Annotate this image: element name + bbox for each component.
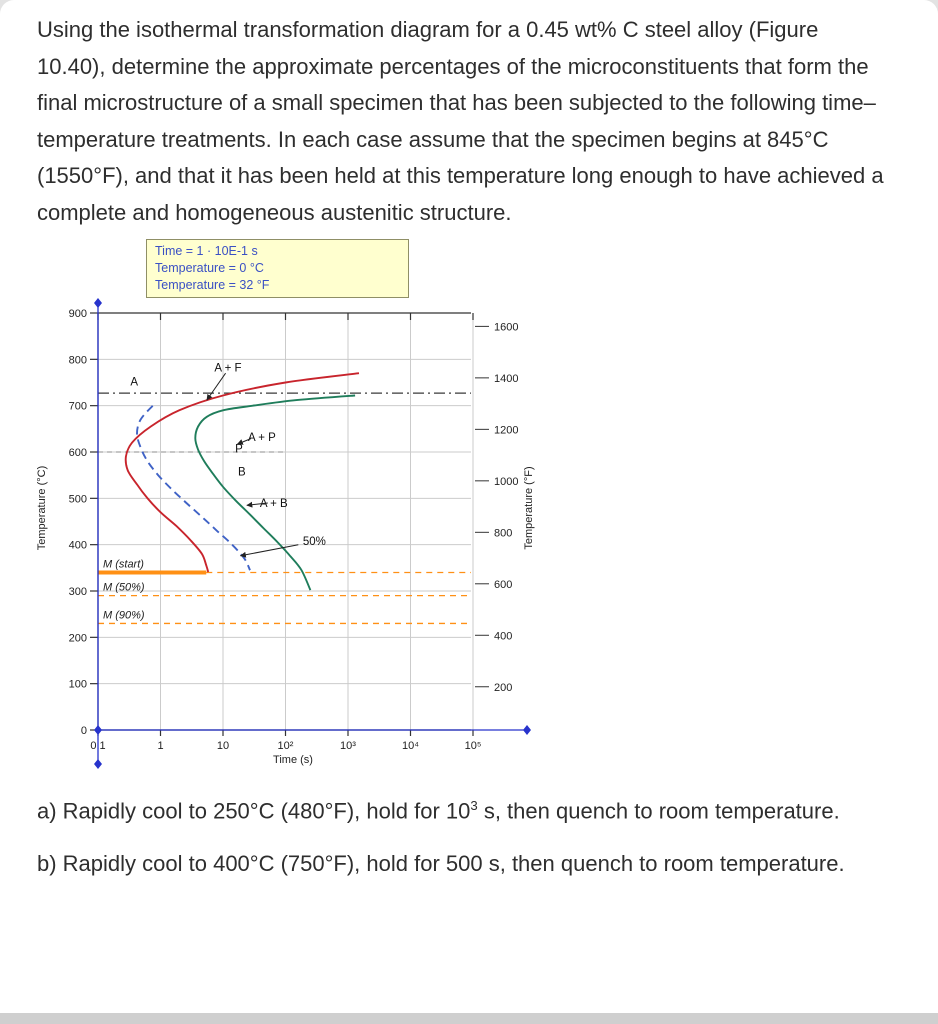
temperature-cursor-right-handle[interactable] (523, 725, 531, 735)
m-label-2: M (90%) (103, 609, 145, 621)
region-label-A: A (130, 377, 138, 389)
curve-transformation-finish (194, 394, 356, 591)
svg-text:900: 900 (69, 308, 87, 320)
svg-text:800: 800 (494, 527, 512, 539)
region-labels: A A + F A + P PB A + B 50% (130, 363, 326, 558)
ttt-diagram: M (start) M (50%) M (90%) 900 800 700 600 500 40… (36, 298, 535, 769)
svg-text:400: 400 (494, 630, 512, 642)
part-a-suffix: s, then quench to room temperature. (477, 798, 840, 824)
svg-text:400: 400 (69, 540, 87, 552)
svg-text:200: 200 (494, 682, 512, 694)
m-label-0: M (start) (103, 558, 144, 570)
time-cursor-bottom-handle[interactable] (94, 759, 102, 769)
y-axis-label-c: Temperature (°C) (36, 466, 48, 550)
part-a-prefix: a) Rapidly cool to 250°C (480°F), hold f… (37, 798, 471, 824)
svg-text:10³: 10³ (340, 740, 356, 752)
martensite-lines: M (start) M (50%) M (90%) (98, 558, 471, 625)
leader-arrow-0 (206, 372, 227, 401)
svg-text:100: 100 (69, 679, 87, 691)
tooltip-time-line: Time = 1 · 10E-1 s (155, 244, 258, 258)
region-label-AP: A + P (248, 432, 276, 444)
chart-tooltip: Time = 1 · 10E-1 s Temperature = 0 °C Te… (146, 239, 409, 298)
leader-arrow-3 (239, 544, 299, 558)
chart-area: Time = 1 · 10E-1 s Temperature = 0 °C Te… (31, 233, 561, 778)
leader-arrow-1 (236, 438, 252, 445)
svg-text:600: 600 (494, 579, 512, 591)
svg-text:1: 1 (157, 740, 163, 752)
svg-text:1600: 1600 (494, 321, 518, 333)
y-axis-label-f: Temperature (°F) (523, 466, 535, 549)
time-cursor-top-handle[interactable] (94, 298, 102, 308)
svg-text:10⁵: 10⁵ (465, 740, 482, 752)
region-label-AB: A + B (260, 498, 288, 510)
cursor-origin-handle[interactable] (94, 725, 102, 735)
cursor (94, 298, 531, 769)
transformation-curves (124, 372, 360, 591)
question-text: Using the isothermal transformation diag… (37, 17, 884, 225)
svg-text:500: 500 (69, 493, 87, 505)
svg-text:1200: 1200 (494, 424, 518, 436)
axes (90, 312, 489, 736)
region-label-B: B (238, 466, 246, 478)
svg-text:300: 300 (69, 586, 87, 598)
m-label-1: M (50%) (103, 582, 145, 594)
svg-text:800: 800 (69, 354, 87, 366)
svg-text:10⁴: 10⁴ (402, 740, 419, 752)
svg-text:1000: 1000 (494, 476, 518, 488)
svg-text:200: 200 (69, 632, 87, 644)
part-a-exponent: 3 (470, 798, 478, 813)
curve-50-transformation (136, 405, 251, 571)
part-a-text: a) Rapidly cool to 250°C (480°F), hold f… (37, 788, 847, 830)
svg-text:700: 700 (69, 401, 87, 413)
x-axis-label: Time (s) (273, 754, 313, 766)
svg-text:0: 0 (81, 725, 87, 737)
tooltip-temp-c-line: Temperature = 0 °C (155, 261, 264, 275)
scroll-strip (0, 1013, 938, 1024)
svg-text:10: 10 (217, 740, 229, 752)
svg-text:1400: 1400 (494, 373, 518, 385)
tooltip-temp-f-line: Temperature = 32 °F (155, 278, 270, 292)
region-label-50: 50% (303, 536, 326, 548)
svg-text:600: 600 (69, 447, 87, 459)
region-label-P: P (235, 443, 243, 455)
grid (98, 313, 474, 730)
leader-arrow-2 (246, 501, 268, 508)
svg-text:10²: 10² (278, 740, 294, 752)
region-label-AF: A + F (214, 363, 241, 375)
part-b-text: b) Rapidly cool to 400°C (750°F), hold f… (37, 850, 845, 876)
curve-transformation-start (124, 372, 360, 573)
boundary-lines (98, 392, 471, 453)
